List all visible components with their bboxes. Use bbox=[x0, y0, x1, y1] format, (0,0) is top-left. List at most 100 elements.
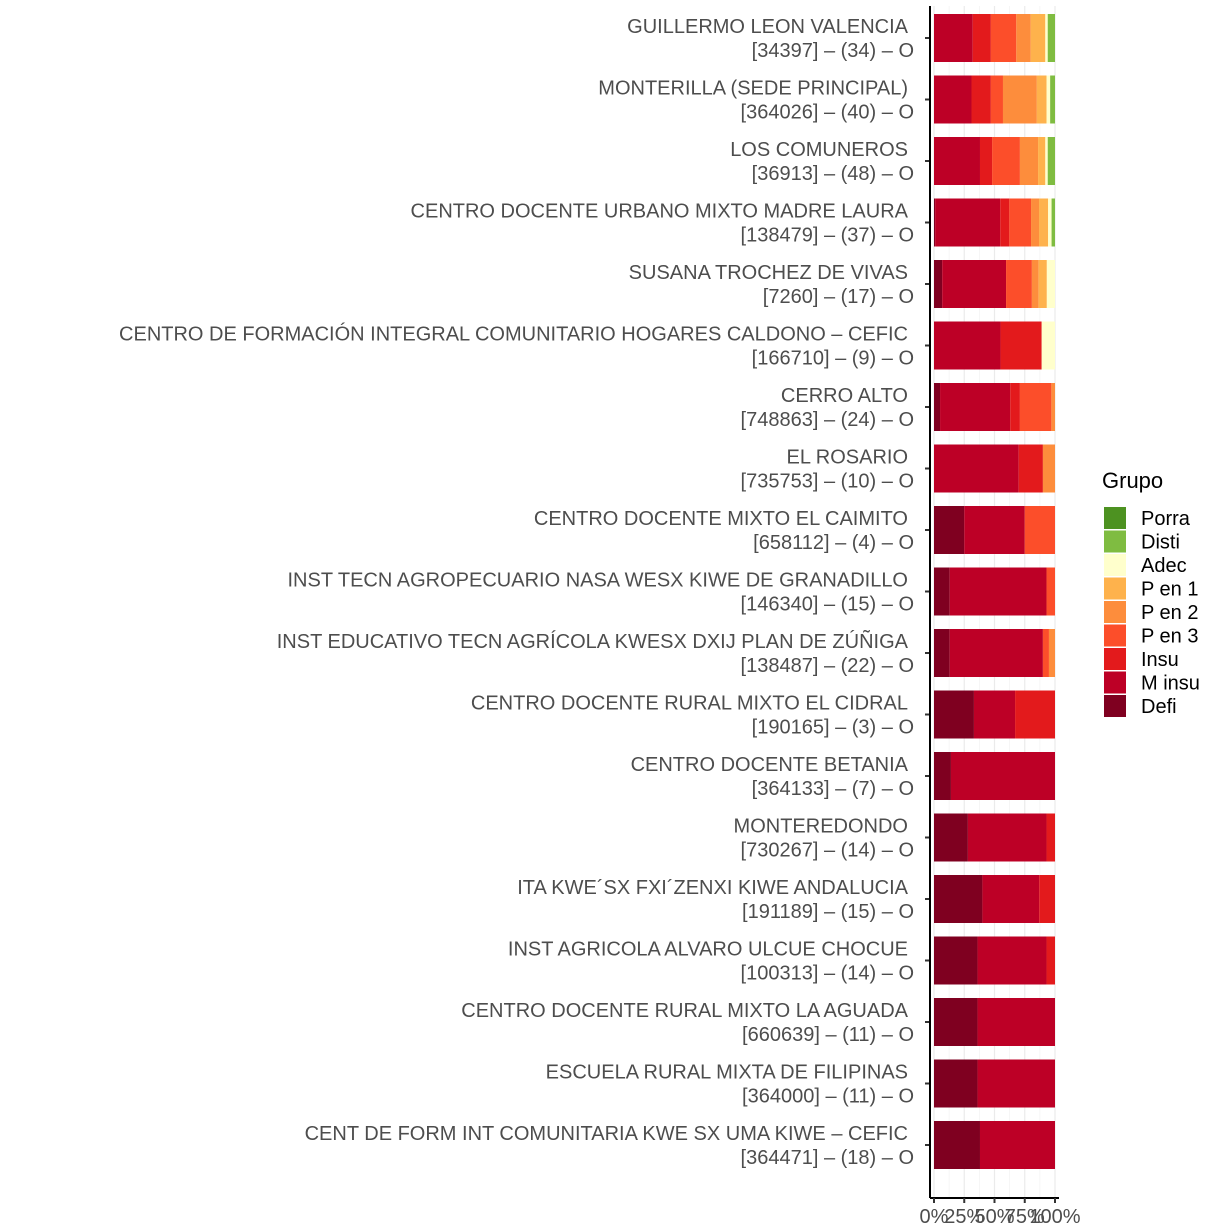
bar-segment-m-insu bbox=[982, 875, 1040, 923]
category-name-label: CENTRO DOCENTE RURAL MIXTO EL CIDRAL bbox=[471, 693, 908, 715]
bar-segment-p-en-1 bbox=[1038, 260, 1047, 308]
bar-segment-defi bbox=[934, 198, 936, 247]
bar-segment-defi bbox=[934, 1121, 980, 1169]
bar-segment-defi bbox=[934, 383, 941, 431]
bar-segment-defi bbox=[934, 260, 943, 308]
bar-segment-m-insu bbox=[934, 321, 1001, 370]
bar-segment-m-insu bbox=[964, 506, 1025, 554]
bar-segment-adec bbox=[1046, 75, 1051, 124]
bar-segment-defi bbox=[934, 936, 978, 985]
legend-label: M insu bbox=[1141, 673, 1200, 695]
bar-segment-p-en-2 bbox=[1031, 260, 1039, 308]
bar-segment-p-en-3 bbox=[1019, 383, 1052, 431]
category-labels: GUILLERMO LEON VALENCIA [34397] – (34) –… bbox=[119, 16, 914, 1169]
bar-segment-defi bbox=[934, 752, 951, 800]
category-sub-label: [7260] – (17) – O bbox=[763, 286, 914, 308]
bar-segment-p-en-1 bbox=[1030, 14, 1046, 62]
category-name-label: ESCUELA RURAL MIXTA DE FILIPINAS bbox=[546, 1062, 908, 1084]
bar-segment-m-insu bbox=[935, 198, 1001, 247]
bar-segment-insu bbox=[1046, 936, 1055, 985]
bar-segment-m-insu bbox=[977, 998, 1055, 1046]
category-name-label: INST AGRICOLA ALVARO ULCUE CHOCUE bbox=[508, 939, 908, 961]
x-tick-label: 50% bbox=[974, 1206, 1014, 1227]
bar-segment-p-en-2 bbox=[1042, 444, 1055, 493]
bar-segment-defi bbox=[934, 690, 974, 739]
bar-segment-p-en-3 bbox=[1042, 629, 1049, 677]
category-name-label: CENTRO DOCENTE BETANIA bbox=[631, 754, 909, 776]
bar-segment-defi bbox=[934, 629, 950, 677]
bar-segment-p-en-1 bbox=[1039, 198, 1049, 247]
bar-segment-disti bbox=[1051, 198, 1055, 247]
category-sub-label: [748863] – (24) – O bbox=[741, 409, 914, 431]
x-tick-label: 25% bbox=[944, 1206, 984, 1227]
legend-label: P en 1 bbox=[1141, 579, 1198, 601]
bar-segment-p-en-2 bbox=[1019, 137, 1039, 185]
category-sub-label: [146340] – (15) – O bbox=[741, 594, 914, 616]
x-tick-label: 100% bbox=[1029, 1206, 1080, 1227]
bar-segment-adec bbox=[1041, 321, 1055, 370]
bar-segment-defi bbox=[934, 506, 965, 554]
bar-segment-p-en-3 bbox=[1009, 198, 1032, 247]
bar-segment-defi bbox=[934, 1059, 978, 1108]
legend-title: Grupo bbox=[1102, 468, 1163, 493]
bar-segment-adec bbox=[1045, 137, 1048, 185]
category-sub-label: [364133] – (7) – O bbox=[752, 778, 914, 800]
legend-label: Porra bbox=[1141, 508, 1191, 530]
bar-segment-m-insu bbox=[973, 690, 1016, 739]
bar-segment-m-insu bbox=[950, 752, 1055, 800]
bar-segment-defi bbox=[934, 875, 983, 923]
bar-segment-m-insu bbox=[934, 137, 980, 185]
category-name-label: MONTEREDONDO bbox=[734, 816, 908, 838]
legend-swatch bbox=[1104, 530, 1126, 553]
category-sub-label: [364026] – (40) – O bbox=[741, 102, 914, 124]
bar-segment-p-en-2 bbox=[1002, 75, 1037, 124]
category-name-label: CENTRO DOCENTE RURAL MIXTO LA AGUADA bbox=[461, 1000, 908, 1022]
bar-segment-adec bbox=[1045, 14, 1048, 62]
category-sub-label: [100313] – (14) – O bbox=[741, 963, 914, 985]
category-name-label: CENTRO DE FORMACIÓN INTEGRAL COMUNITARIO… bbox=[119, 323, 908, 346]
legend-label: Defi bbox=[1141, 696, 1177, 718]
bar-segment-insu bbox=[1000, 198, 1010, 247]
bar-segment-defi bbox=[934, 813, 968, 862]
bar-segment-insu bbox=[1039, 875, 1055, 923]
bar-segment-m-insu bbox=[977, 936, 1047, 985]
legend-swatch bbox=[1104, 601, 1126, 623]
legend-swatch bbox=[1104, 554, 1126, 576]
bar-segment-m-insu bbox=[949, 629, 1043, 677]
bar-segment-insu bbox=[971, 75, 991, 124]
legend-label: Insu bbox=[1141, 649, 1179, 671]
legend-swatch bbox=[1104, 671, 1126, 694]
bar-segment-p-en-2 bbox=[1031, 198, 1040, 247]
category-name-label: CERRO ALTO bbox=[781, 385, 908, 407]
legend-swatch bbox=[1104, 624, 1126, 647]
bar-segment-m-insu bbox=[949, 567, 1047, 616]
category-sub-label: [191189] – (15) – O bbox=[742, 901, 914, 923]
bar-segment-p-en-3 bbox=[1006, 260, 1032, 308]
category-sub-label: [36913] – (48) – O bbox=[752, 163, 914, 185]
category-name-label: GUILLERMO LEON VALENCIA bbox=[627, 16, 908, 38]
bar-segment-p-en-1 bbox=[1036, 75, 1047, 124]
legend-label: P en 3 bbox=[1141, 626, 1198, 648]
bar-segment-m-insu bbox=[977, 1059, 1055, 1108]
category-sub-label: [34397] – (34) – O bbox=[752, 40, 914, 62]
bar-segment-insu bbox=[1015, 690, 1055, 739]
bar-segment-insu bbox=[979, 137, 993, 185]
category-name-label: SUSANA TROCHEZ DE VIVAS bbox=[629, 262, 908, 284]
category-sub-label: [138487] – (22) – O bbox=[741, 655, 914, 677]
category-name-label: ITA KWE´SX FXI´ZENXI KIWE ANDALUCIA bbox=[517, 877, 908, 899]
bar-segment-p-en-3 bbox=[990, 75, 1003, 124]
bar-segment-insu bbox=[1000, 321, 1042, 370]
bar-segment-disti bbox=[1050, 75, 1055, 124]
legend-label: P en 2 bbox=[1141, 602, 1198, 624]
legend-label: Disti bbox=[1141, 532, 1180, 554]
bar-segment-m-insu bbox=[934, 444, 1019, 493]
category-name-label: EL ROSARIO bbox=[786, 447, 908, 469]
bar-segment-p-en-3 bbox=[990, 14, 1017, 62]
legend-swatch bbox=[1104, 507, 1126, 529]
bar-segment-m-insu bbox=[979, 1121, 1055, 1169]
bar-segment-insu bbox=[972, 14, 991, 62]
x-tick-label: 75% bbox=[1005, 1206, 1045, 1227]
bar-segment-m-insu bbox=[940, 383, 1011, 431]
category-name-label: MONTERILLA (SEDE PRINCIPAL) bbox=[598, 78, 908, 100]
bar-segment-p-en-2 bbox=[1016, 14, 1031, 62]
